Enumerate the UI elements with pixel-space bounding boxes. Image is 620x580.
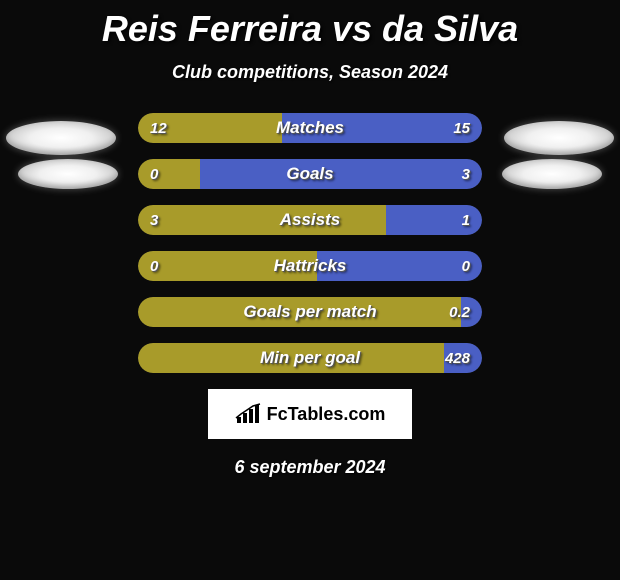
stat-label: Matches [138, 113, 482, 143]
page-subtitle: Club competitions, Season 2024 [0, 62, 620, 83]
stat-value-right: 0 [462, 251, 470, 281]
player-left-avatar-shadow [18, 159, 118, 189]
player-right-avatar [504, 121, 614, 155]
stat-value-right: 0.2 [449, 297, 470, 327]
stat-value-right: 15 [453, 113, 470, 143]
stat-value-right: 428 [445, 343, 470, 373]
stat-label: Goals [138, 159, 482, 189]
stat-value-left: 0 [150, 251, 158, 281]
stat-label: Min per goal [138, 343, 482, 373]
player-right-avatar-shadow [502, 159, 602, 189]
stat-value-left: 0 [150, 159, 158, 189]
stat-value-left: 3 [150, 205, 158, 235]
date-text: 6 september 2024 [0, 457, 620, 478]
stat-label: Hattricks [138, 251, 482, 281]
stat-row: Matches12 15 [138, 113, 482, 143]
stat-label: Assists [138, 205, 482, 235]
stat-row: Min per goal428 [138, 343, 482, 373]
brand-box[interactable]: FcTables.com [208, 389, 412, 439]
stat-value-left: 12 [150, 113, 167, 143]
stat-value-right: 1 [462, 205, 470, 235]
page-title: Reis Ferreira vs da Silva [0, 0, 620, 50]
stat-row: Hattricks0 0 [138, 251, 482, 281]
stat-row: Goals per match0.2 [138, 297, 482, 327]
stat-value-right: 3 [462, 159, 470, 189]
brand-text: FcTables.com [267, 404, 386, 425]
player-left-avatar [6, 121, 116, 155]
stat-row: Goals0 3 [138, 159, 482, 189]
stat-row: Assists3 1 [138, 205, 482, 235]
brand-chart-icon [235, 403, 261, 425]
stats-container: Matches1215Goals03Assists31Hattricks00Go… [0, 113, 620, 373]
stat-bars: Matches1215Goals03Assists31Hattricks00Go… [138, 113, 482, 373]
stat-label: Goals per match [138, 297, 482, 327]
